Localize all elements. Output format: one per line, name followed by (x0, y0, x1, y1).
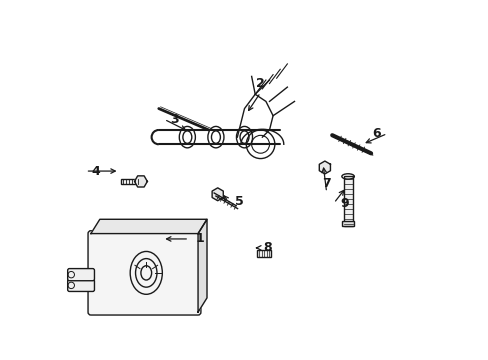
Text: 9: 9 (340, 197, 348, 210)
Polygon shape (91, 219, 206, 234)
Polygon shape (212, 188, 223, 201)
Polygon shape (319, 161, 330, 174)
Text: 1: 1 (195, 233, 204, 246)
Text: 7: 7 (322, 177, 330, 190)
FancyBboxPatch shape (67, 279, 94, 292)
FancyBboxPatch shape (67, 269, 94, 281)
Text: 6: 6 (371, 127, 380, 140)
Text: 2: 2 (256, 77, 264, 90)
Text: 3: 3 (170, 113, 179, 126)
Polygon shape (198, 219, 206, 312)
Bar (341, 221, 354, 226)
Text: 8: 8 (263, 241, 271, 255)
FancyBboxPatch shape (88, 231, 201, 315)
Text: 4: 4 (92, 165, 101, 177)
Text: 5: 5 (234, 195, 243, 208)
Polygon shape (134, 176, 147, 187)
Bar (257, 249, 271, 257)
Bar (343, 176, 352, 226)
Bar (121, 179, 141, 184)
